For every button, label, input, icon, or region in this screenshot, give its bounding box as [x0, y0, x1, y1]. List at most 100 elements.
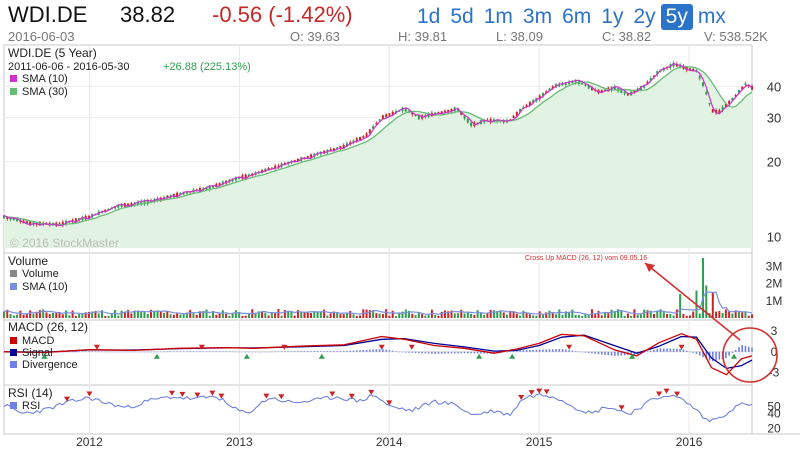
divergence-bar [271, 351, 273, 353]
candle-body [643, 84, 646, 88]
macd-y-tick: 0 [771, 345, 778, 359]
divergence-bar [519, 350, 521, 352]
volume-bar [319, 312, 322, 318]
volume-bar [123, 311, 126, 318]
candle-body [669, 64, 672, 68]
volume-bar [551, 313, 554, 318]
volume-bar [283, 310, 286, 318]
volume-bar [133, 310, 136, 318]
candle-body [401, 107, 404, 112]
candle-body [483, 120, 486, 123]
divergence-bar [437, 351, 440, 354]
candle-body [470, 122, 473, 127]
candle-body [414, 114, 417, 117]
rsi-overbought-marker [368, 389, 375, 395]
divergence-bar [199, 351, 201, 352]
candle-body [306, 156, 309, 159]
divergence-bar [349, 350, 352, 352]
divergence-bar [463, 351, 466, 354]
divergence-bar [267, 351, 270, 353]
range-button-6m[interactable]: 6m [562, 5, 592, 28]
divergence-bar [166, 351, 169, 353]
range-button-1y[interactable]: 1y [601, 5, 624, 28]
macd-cross-down-marker [378, 344, 385, 350]
divergence-bar [55, 351, 58, 353]
range-button-5y[interactable]: 5y [660, 4, 693, 30]
candle-body [473, 122, 476, 127]
divergence-bar [522, 350, 525, 352]
divergence-bar [12, 351, 15, 353]
volume-bar [512, 311, 515, 318]
divergence-bar [502, 351, 505, 353]
candle-body [74, 218, 77, 223]
divergence-bar [427, 351, 430, 354]
volume-bar [130, 313, 133, 318]
volume-bar [555, 314, 558, 318]
divergence-bar [578, 351, 580, 353]
divergence-bar [369, 349, 371, 352]
volume-bar [636, 314, 639, 318]
divergence-bar [636, 351, 639, 355]
divergence-bar [287, 351, 289, 352]
volume-bar [32, 313, 35, 318]
candle-body [97, 211, 100, 216]
divergence-bar [388, 350, 391, 352]
range-button-mx[interactable]: mx [697, 5, 726, 28]
candle-body [254, 172, 257, 176]
divergence-bar [692, 351, 695, 353]
volume-bar [430, 309, 433, 318]
range-button-3m[interactable]: 3m [522, 5, 553, 28]
candle-body [25, 221, 28, 225]
volume-bar [408, 310, 411, 318]
macd-cross-down-marker [198, 344, 205, 350]
divergence-bar [600, 351, 603, 355]
candle-body [117, 204, 120, 208]
volume-bar [378, 313, 381, 318]
volume-bar [104, 315, 107, 318]
volume-bar [708, 313, 711, 318]
range-button-5d[interactable]: 5d [450, 5, 474, 28]
candle-body [48, 222, 51, 226]
volume-bar [519, 315, 522, 318]
rsi-overbought-marker [194, 392, 201, 398]
candle-body [81, 216, 84, 221]
volume-panel-title: Volume [8, 254, 48, 268]
divergence-bar [48, 351, 51, 353]
volume-bar [61, 314, 64, 318]
candle-body [264, 168, 267, 172]
candle-body [381, 115, 384, 120]
volume-bar [349, 311, 352, 318]
volume-bar [646, 310, 649, 318]
range-button-1d[interactable]: 1d [417, 5, 441, 28]
candle-body [512, 115, 515, 118]
volume-bar [381, 313, 384, 318]
divergence-bar [408, 351, 410, 353]
range-button-2y[interactable]: 2y [633, 5, 656, 28]
range-button-1m[interactable]: 1m [483, 5, 513, 28]
candle-body [411, 112, 414, 115]
price-y-tick: 10 [767, 230, 781, 245]
candle-body [443, 110, 446, 113]
volume-bar [486, 313, 489, 318]
candle-body [215, 183, 218, 187]
candle-body [737, 90, 740, 94]
divergence-bar [617, 351, 619, 356]
sma10-line [3, 62, 753, 227]
volume-bar [247, 313, 250, 318]
candle-body [100, 211, 103, 213]
divergence-bar [39, 351, 41, 353]
divergence-bar [663, 348, 665, 352]
divergence-bar [581, 351, 583, 353]
volume-bar [653, 313, 656, 318]
macd-cross-down-marker [281, 344, 288, 350]
volume-bar [65, 310, 68, 318]
candle-body [499, 120, 502, 122]
volume-bar [604, 311, 607, 318]
divergence-bar [179, 351, 182, 352]
volume-bar [172, 314, 175, 318]
divergence-bar [695, 351, 698, 354]
volume-bar [146, 314, 149, 318]
volume-bar [401, 311, 404, 318]
volume-bar [741, 312, 744, 318]
volume-bar [659, 309, 662, 318]
